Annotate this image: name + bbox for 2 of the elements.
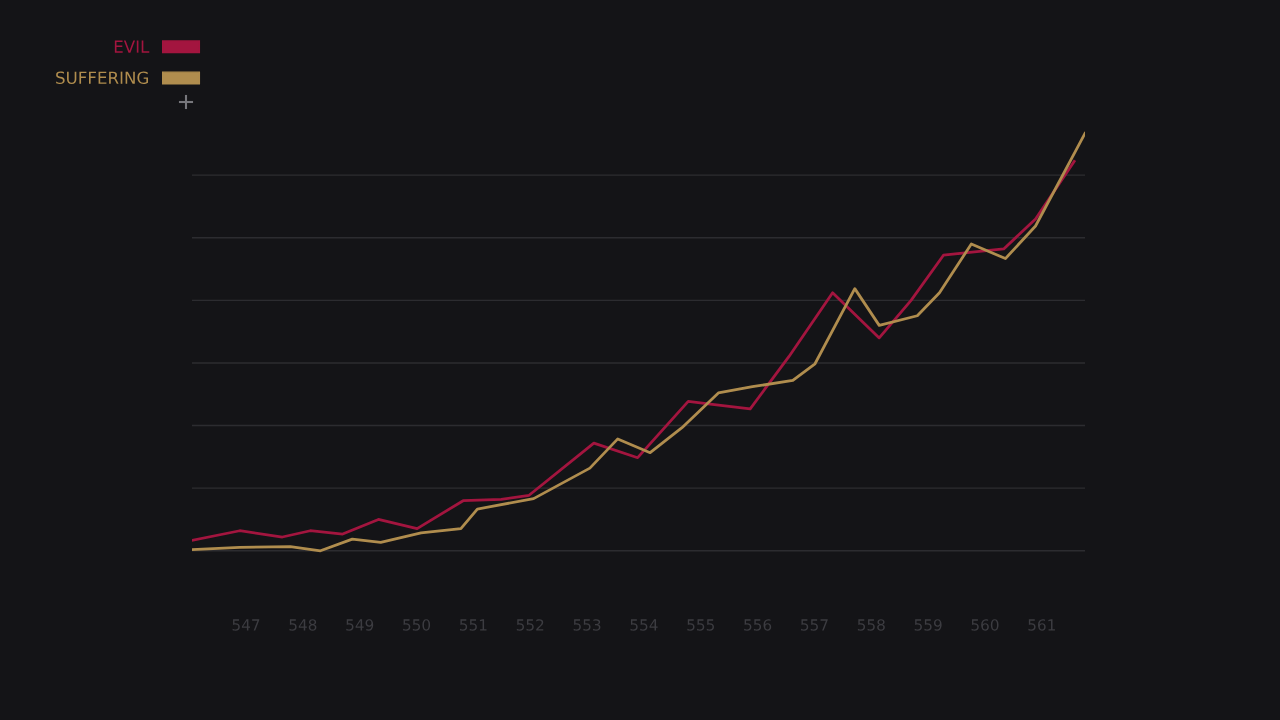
legend-label: EVIL <box>114 40 150 53</box>
legend-label: SUFFERING <box>56 71 148 85</box>
